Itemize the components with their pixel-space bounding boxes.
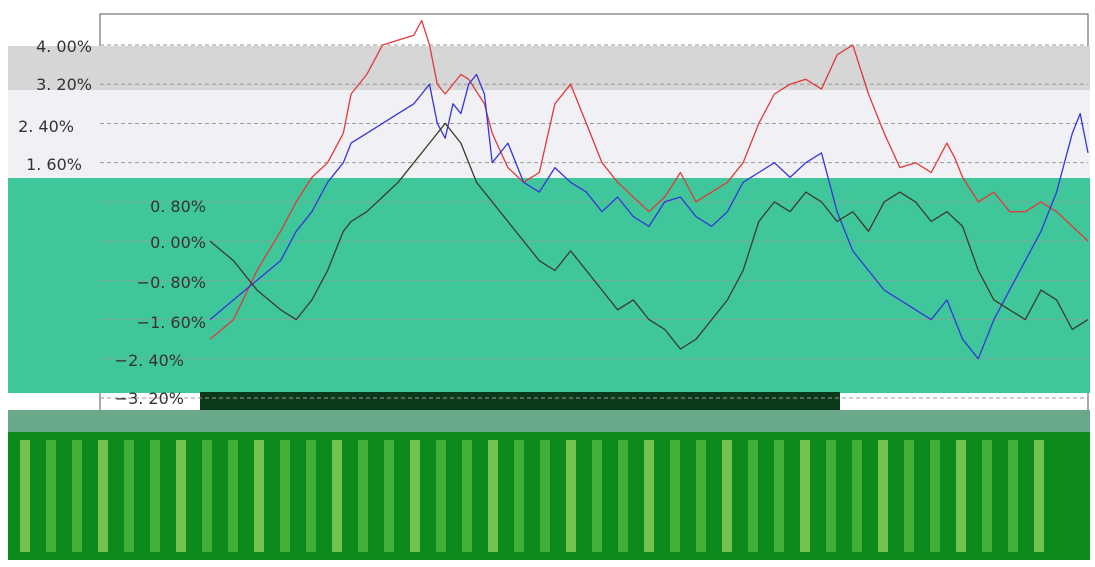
- green-stripe: [176, 440, 186, 552]
- green-stripe: [488, 440, 498, 552]
- green-stripe: [514, 440, 524, 552]
- green-stripe: [930, 440, 940, 552]
- green-stripe: [46, 440, 56, 552]
- series-blue-line: [209, 73, 1089, 360]
- y-tick-label--1.60: −1. 60%: [137, 313, 206, 332]
- series-dark-line: [209, 122, 1089, 350]
- green-stripe: [358, 440, 368, 552]
- green-stripe: [228, 440, 238, 552]
- green-stripe: [436, 440, 446, 552]
- green-stripe: [1008, 440, 1018, 552]
- green-stripe: [696, 440, 706, 552]
- y-tick-label--2.40: −2. 40%: [115, 351, 184, 370]
- green-stripe: [826, 440, 836, 552]
- green-stripe: [462, 440, 472, 552]
- green-stripe: [20, 440, 30, 552]
- green-stripe: [72, 440, 82, 552]
- green-stripe: [800, 440, 810, 552]
- grey-band: [8, 46, 1090, 94]
- series-red-line: [209, 19, 1089, 340]
- green-block-stripes: [20, 440, 1044, 552]
- y-tick-label-2.40: 2. 40%: [18, 117, 74, 136]
- y-tick-label-0.80: 0. 80%: [150, 197, 206, 216]
- y-tick-label-1.60: 1. 60%: [26, 155, 82, 174]
- y-tick-label--3.20: −3. 20%: [115, 389, 184, 408]
- green-stripe: [1034, 440, 1044, 552]
- noise-strip: [8, 410, 1090, 434]
- gridlines: [100, 44, 1088, 399]
- y-tick-label--0.80: −0. 80%: [137, 273, 206, 292]
- green-stripe: [202, 440, 212, 552]
- green-stripe: [878, 440, 888, 552]
- green-stripe: [98, 440, 108, 552]
- green-stripe: [748, 440, 758, 552]
- green-stripe: [124, 440, 134, 552]
- green-stripe: [332, 440, 342, 552]
- green-stripe: [904, 440, 914, 552]
- teal-panel: [8, 178, 1090, 393]
- green-stripe: [670, 440, 680, 552]
- y-tick-label-3.20: 3. 20%: [36, 75, 92, 94]
- y-tick-label-0.00: 0. 00%: [150, 233, 206, 252]
- green-stripe: [644, 440, 654, 552]
- green-stripe: [618, 440, 628, 552]
- dark-strip: [200, 392, 840, 412]
- green-stripe: [592, 440, 602, 552]
- green-stripe: [306, 440, 316, 552]
- green-stripe: [254, 440, 264, 552]
- green-stripe: [540, 440, 550, 552]
- green-stripe: [852, 440, 862, 552]
- green-stripe: [280, 440, 290, 552]
- green-stripe: [774, 440, 784, 552]
- green-stripe: [956, 440, 966, 552]
- green-stripe: [410, 440, 420, 552]
- green-stripe: [722, 440, 732, 552]
- green-stripe: [982, 440, 992, 552]
- green-stripe: [566, 440, 576, 552]
- y-tick-label-4.00: 4. 00%: [36, 37, 92, 56]
- green-stripe: [384, 440, 394, 552]
- green-stripe: [150, 440, 160, 552]
